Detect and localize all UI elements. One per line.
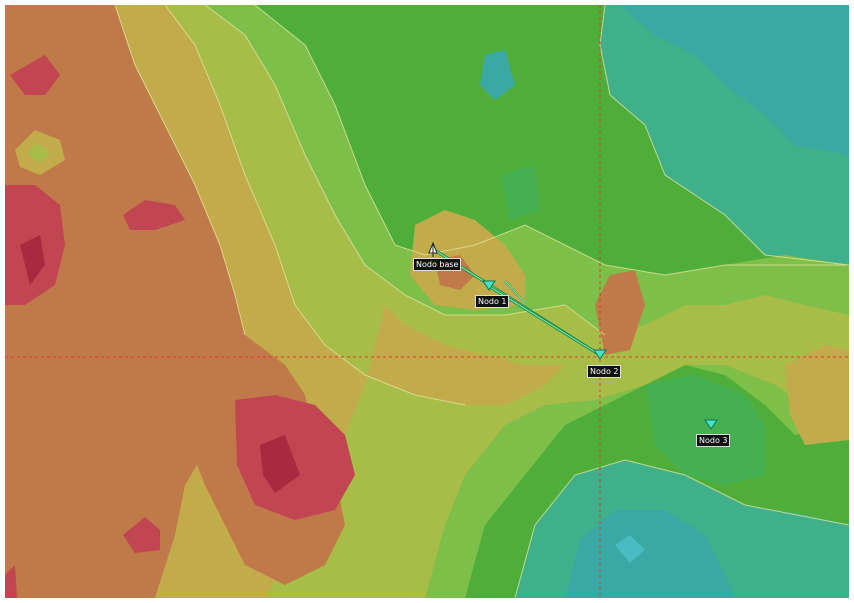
node-label-base[interactable]: Nodo base — [413, 258, 461, 271]
node-label-1[interactable]: Nodo 1 — [475, 295, 509, 308]
node-label-3[interactable]: Nodo 3 — [696, 434, 730, 447]
node-label-2[interactable]: Nodo 2 — [587, 365, 621, 378]
terrain-map[interactable]: Nodo base Nodo 1 Nodo 2 Nodo 3 — [5, 5, 849, 598]
terrain-contours — [5, 5, 849, 598]
